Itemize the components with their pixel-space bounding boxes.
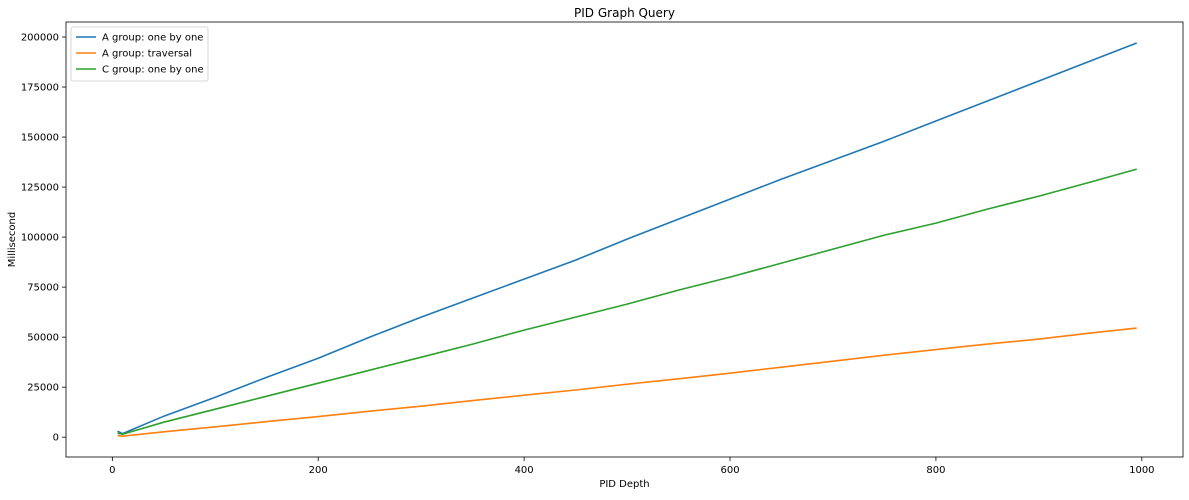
y-tick-label-6: 150000 (21, 133, 59, 144)
x-tick-label-5: 1000 (1129, 465, 1154, 476)
series-line-1 (117, 327, 1137, 438)
x-tick-label-4: 800 (926, 465, 945, 476)
y-tick-label-8: 200000 (21, 33, 59, 44)
y-axis-ticks: 0 25000 50000 75000 100000 125000 150000 175000… (21, 33, 66, 444)
series-line-0 (117, 42, 1137, 435)
y-tick-label-0: 0 (53, 433, 59, 444)
plot-area-frame (65, 21, 1184, 458)
legend-label-2: C group: one by one (102, 65, 204, 76)
y-tick-label-2: 50000 (27, 333, 59, 344)
legend-label-0: A group: one by one (102, 33, 203, 44)
x-tick-label-1: 200 (309, 465, 328, 476)
legend-label-1: A group: traversal (102, 49, 192, 60)
legend: A group: one by one A group: traversal C g… (70, 26, 209, 82)
legend-box (70, 26, 209, 82)
series-line-2 (117, 168, 1137, 436)
x-axis-ticks: 0 200 400 600 800 1000 (109, 457, 1155, 476)
y-tick-label-5: 125000 (21, 183, 59, 194)
y-tick-label-7: 175000 (21, 83, 59, 94)
x-axis-label: PID Depth (599, 479, 649, 490)
y-tick-label-3: 75000 (27, 283, 59, 294)
chart-title: PID Graph Query (574, 6, 675, 20)
x-tick-label-3: 600 (720, 465, 739, 476)
x-tick-label-0: 0 (109, 465, 115, 476)
y-tick-label-1: 25000 (27, 383, 59, 394)
y-axis-label: Millisecond (7, 212, 18, 267)
y-tick-label-4: 100000 (21, 233, 59, 244)
x-tick-label-2: 400 (515, 465, 534, 476)
series-layer (117, 42, 1137, 438)
